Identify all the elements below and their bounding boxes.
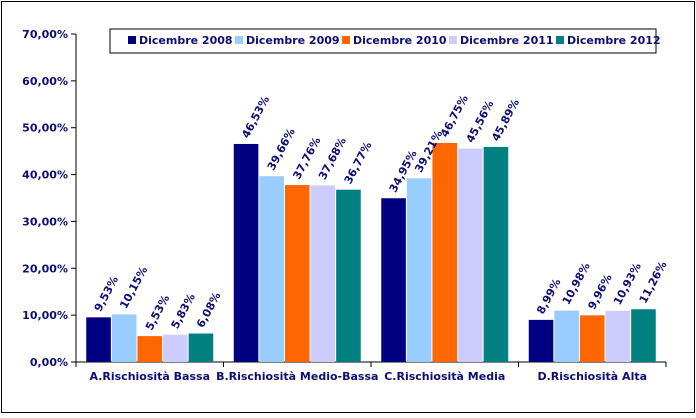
legend-swatch — [449, 36, 457, 44]
y-tick-label: 40,00% — [22, 169, 68, 182]
bar — [188, 333, 214, 362]
legend-label: Dicembre 2010 — [353, 34, 447, 47]
legend-label: Dicembre 2008 — [139, 34, 233, 47]
x-category-label: D.Rischiosità Alta — [537, 370, 647, 383]
legend-label: Dicembre 2011 — [460, 34, 554, 47]
bar — [432, 142, 458, 362]
bar — [528, 319, 554, 362]
legend-swatch — [235, 36, 243, 44]
bar — [554, 310, 579, 362]
bar — [458, 148, 483, 362]
bar — [579, 315, 605, 362]
y-tick-label: 0,00% — [30, 356, 68, 369]
bar — [233, 143, 259, 362]
legend-label: Dicembre 2012 — [567, 34, 661, 47]
x-category-label: A.Rischiosità Bassa — [89, 370, 210, 383]
y-axis-ticks: 0,00% 10,00% 20,00% 30,00% 40,00% 50,00% 60,00… — [22, 28, 76, 369]
x-category-label: B.Rischiosità Medio-Bassa — [216, 370, 378, 383]
bar — [259, 176, 284, 362]
legend-swatch — [556, 36, 564, 44]
bar — [86, 317, 111, 362]
x-axis-ticks: A.Rischiosità Bassa B.Rischiosità Medio-B… — [75, 362, 667, 383]
y-tick-label: 30,00% — [22, 215, 68, 228]
bar — [111, 314, 137, 362]
y-tick-label: 60,00% — [22, 75, 68, 88]
bar — [137, 336, 163, 362]
bar — [336, 189, 361, 362]
bar-series-group — [86, 142, 656, 362]
y-tick-label: 20,00% — [22, 262, 68, 275]
bar — [381, 198, 406, 362]
legend-label: Dicembre 2009 — [246, 34, 340, 47]
legend-box — [109, 28, 657, 54]
y-tick-label: 50,00% — [22, 122, 68, 135]
legend-swatch — [342, 36, 350, 44]
bar — [310, 185, 336, 362]
y-tick-label: 10,00% — [22, 309, 68, 322]
bar — [284, 185, 310, 362]
bar — [163, 334, 188, 362]
legend: Dicembre 2008 Dicembre 2009 Dicembre 2010 D… — [109, 28, 661, 54]
y-tick-label: 70,00% — [22, 28, 68, 41]
bar — [483, 146, 509, 362]
legend-swatch — [128, 36, 136, 44]
bar — [406, 178, 432, 362]
bar — [605, 310, 631, 362]
bar — [631, 309, 656, 362]
x-category-label: C.Rischiosità Media — [384, 370, 505, 383]
